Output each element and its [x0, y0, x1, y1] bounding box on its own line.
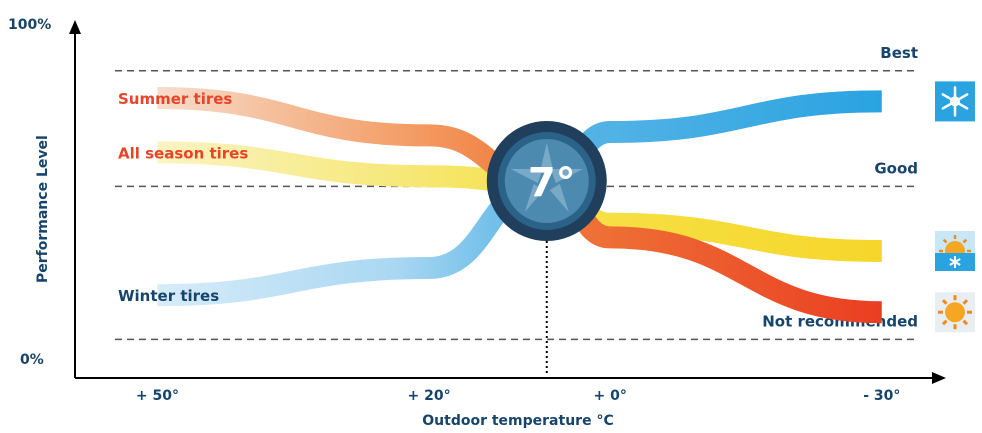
- x-tick-label-0: + 50°: [136, 388, 179, 404]
- x-axis-arrow: [932, 372, 946, 384]
- y-axis-arrow: [69, 20, 81, 34]
- series-label-winter-tires: Winter tires: [118, 287, 219, 305]
- crossover-temperature-label: 7°: [528, 160, 576, 206]
- x-tick-label-2: + 0°: [593, 388, 626, 404]
- x-tick-label-1: + 20°: [408, 388, 451, 404]
- sun-icon: [935, 292, 975, 333]
- snowflake-icon: [935, 81, 975, 122]
- series-label-summer-tires: Summer tires: [118, 90, 232, 108]
- y-axis-label: Performance Level: [35, 135, 51, 283]
- sun-snowflake-icon: [935, 231, 975, 271]
- x-axis-label: Outdoor temperature °C: [422, 413, 613, 429]
- level-label-best: Best: [880, 44, 918, 62]
- y-tick-top: 100%: [8, 17, 51, 33]
- x-tick-label-3: - 30°: [863, 388, 900, 404]
- level-label-good: Good: [874, 159, 918, 177]
- series-label-all-season-tires: All season tires: [118, 144, 248, 162]
- y-tick-bottom: 0%: [20, 352, 44, 368]
- tire-icon: 7°: [486, 121, 607, 241]
